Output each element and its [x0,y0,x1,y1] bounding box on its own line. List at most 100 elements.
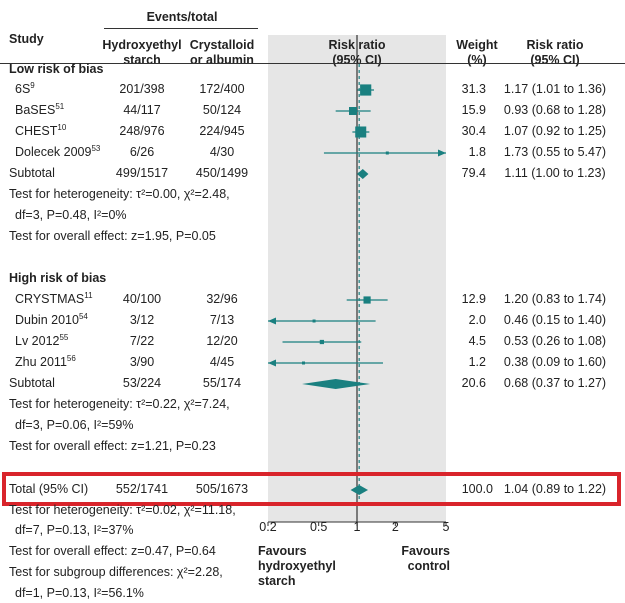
study-ci-arrow-left [268,359,276,367]
study-name-ref: 51 [55,101,65,111]
x-tick-label: 5 [442,520,450,534]
study-risk-ratio: 0.93 (0.68 to 1.28) [503,103,607,117]
study-risk-ratio: 1.73 (0.55 to 5.47) [503,145,607,159]
subtotal-weight: 20.6 [461,376,486,390]
subgroup-differences-test: Test for subgroup differences: χ²=2.28, [9,565,223,579]
total-row-highlight [2,472,621,506]
study-hes-events: 201/398 [119,82,165,96]
study-weight: 12.9 [461,292,486,306]
subtotal-hes-events: 53/224 [122,376,162,390]
study-name: CHEST10 [15,122,67,138]
study-weight: 15.9 [461,103,486,117]
subtotal-diamond [357,169,369,179]
x-tick-label: 0.5 [309,520,328,534]
favours-right-label: Favours control [401,544,450,573]
study-control-events: 224/945 [199,124,245,138]
study-name: Dubin 201054 [15,311,88,327]
study-point [385,151,389,155]
study-ci-arrow-right [438,149,446,157]
study-hes-events: 248/976 [119,124,165,138]
total-control-events: 505/1673 [195,482,249,496]
study-point [360,84,372,96]
events-header-rule [104,28,258,29]
study-hes-events: 44/117 [123,103,161,117]
study-header: Study [9,32,44,46]
study-point [363,296,371,304]
study-weight: 2.0 [468,313,486,327]
study-name-ref: 54 [78,311,88,321]
study-risk-ratio: 0.46 (0.15 to 1.40) [503,313,607,327]
study-hes-events: 3/90 [129,355,155,369]
study-name-ref: 11 [84,290,93,300]
heterogeneity-test: Test for heterogeneity: τ²=0.22, χ²=7.24… [9,397,230,411]
study-risk-ratio: 1.17 (1.01 to 1.36) [503,82,607,96]
study-weight: 30.4 [461,124,486,138]
study-point [348,107,357,115]
subtotal-label: Subtotal [9,376,55,390]
overall-effect-test: Test for overall effect: z=1.21, P=0.23 [9,439,216,453]
group-title: Low risk of bias [9,62,104,76]
total-risk-ratio: 1.04 (0.89 to 1.22) [503,482,607,496]
subtotal-hes-events: 499/1517 [115,166,169,180]
study-point [319,339,325,345]
favours-left-label: Favours hydroxyethyl starch [258,544,336,588]
study-name: 6S9 [15,80,35,96]
total-heterogeneity-test: Test for heterogeneity: τ²=0.02, χ²=11.1… [9,503,236,517]
study-point [301,361,305,365]
subtotal-diamond [302,379,371,389]
subtotal-control-events: 450/1499 [195,166,249,180]
study-name: CRYSTMAS11 [15,290,93,306]
study-name-ref: 56 [66,353,76,363]
study-weight: 4.5 [468,334,486,348]
x-tick-label: 2 [391,520,399,534]
x-tick-label: 1 [353,520,361,534]
study-name: Lv 201255 [15,332,69,348]
overall-effect-test: Test for overall effect: z=1.95, P=0.05 [9,229,216,243]
study-weight: 31.3 [461,82,486,96]
study-control-events: 12/20 [206,334,238,348]
total-heterogeneity-test-cont: df=7, P=0.13, I²=37% [15,523,134,537]
total-label: Total (95% CI) [9,482,89,496]
group-title: High risk of bias [9,271,107,285]
study-risk-ratio: 0.38 (0.09 to 1.60) [503,355,607,369]
study-control-events: 172/400 [199,82,245,96]
study-control-events: 7/13 [209,313,235,327]
study-hes-events: 6/26 [129,145,155,159]
study-ci-arrow-left [268,317,276,325]
study-control-events: 32/96 [206,292,238,306]
total-diamond [350,485,368,495]
study-hes-events: 40/100 [122,292,162,306]
study-name-ref: 55 [59,332,69,342]
total-weight: 100.0 [461,482,493,496]
x-tick-label: 0.2 [259,520,277,534]
study-name: Dolecek 200953 [15,143,101,159]
study-name: Zhu 201156 [15,353,76,369]
study-weight: 1.8 [468,145,486,159]
total-overall-effect-test: Test for overall effect: z=0.47, P=0.64 [9,544,216,558]
study-hes-events: 3/12 [129,313,155,327]
header-bottom-rule [0,63,625,64]
study-control-events: 4/30 [209,145,235,159]
study-name-ref: 10 [57,122,67,132]
study-name-ref: 9 [30,80,35,90]
study-risk-ratio: 0.53 (0.26 to 1.08) [503,334,607,348]
subtotal-risk-ratio: 0.68 (0.37 to 1.27) [503,376,607,390]
study-control-events: 4/45 [209,355,235,369]
study-weight: 1.2 [468,355,486,369]
subgroup-differences-test-cont: df=1, P=0.13, I²=56.1% [15,586,144,600]
total-hes-events: 552/1741 [115,482,169,496]
study-control-events: 50/124 [202,103,242,117]
events-total-header: Events/total [146,10,218,24]
subtotal-label: Subtotal [9,166,55,180]
study-risk-ratio: 1.20 (0.83 to 1.74) [503,292,607,306]
study-point [355,126,367,138]
study-risk-ratio: 1.07 (0.92 to 1.25) [503,124,607,138]
subtotal-control-events: 55/174 [202,376,242,390]
subtotal-risk-ratio: 1.11 (1.00 to 1.23) [504,166,606,180]
study-name: BaSES51 [15,101,65,117]
study-hes-events: 7/22 [129,334,155,348]
heterogeneity-test-cont: df=3, P=0.06, I²=59% [15,418,134,432]
heterogeneity-test-cont: df=3, P=0.48, I²=0% [15,208,127,222]
heterogeneity-test: Test for heterogeneity: τ²=0.00, χ²=2.48… [9,187,230,201]
